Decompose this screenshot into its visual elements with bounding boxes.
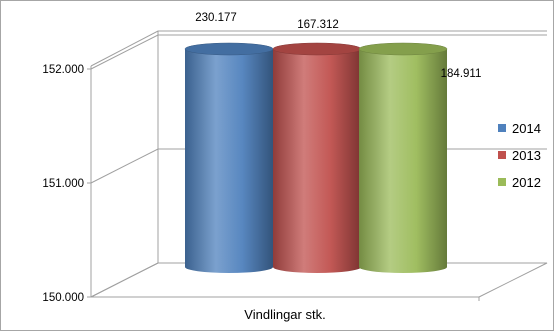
y-tick-label: 151.000: [42, 178, 84, 190]
x-axis: Vindlingar stk.: [244, 307, 325, 322]
legend-label-2014: 2014: [512, 121, 541, 136]
bar-body: [359, 49, 447, 273]
gridline: [90, 34, 547, 70]
bar-2013: [272, 42, 362, 273]
legend-swatch-2014: [498, 124, 506, 132]
legend-label-2013: 2013: [512, 148, 541, 163]
bar-body: [185, 49, 273, 273]
bar-top: [272, 42, 362, 56]
legend-swatch-2012: [498, 178, 506, 186]
data-labels: 230.177 167.312 184.911: [195, 12, 481, 80]
y-tick-label: 152.000: [42, 64, 84, 76]
bars: [184, 42, 448, 273]
data-label-2013: 167.312: [297, 19, 339, 31]
legend: 2014 2013 2012: [498, 121, 541, 190]
bar-body: [273, 49, 361, 273]
bar-top: [358, 42, 448, 56]
bar-top: [184, 42, 274, 56]
bar-2012: [358, 42, 448, 273]
data-label-2012: 184.911: [441, 68, 482, 80]
legend-swatch-2013: [498, 151, 506, 159]
y-tick-label: 150.000: [42, 292, 84, 304]
x-category-label: Vindlingar stk.: [244, 307, 325, 322]
bar-2014: [184, 42, 274, 273]
data-label-2014: 230.177: [195, 12, 237, 24]
y-axis: 150.000 151.000 152.000: [42, 64, 92, 304]
legend-label-2012: 2012: [512, 175, 541, 190]
